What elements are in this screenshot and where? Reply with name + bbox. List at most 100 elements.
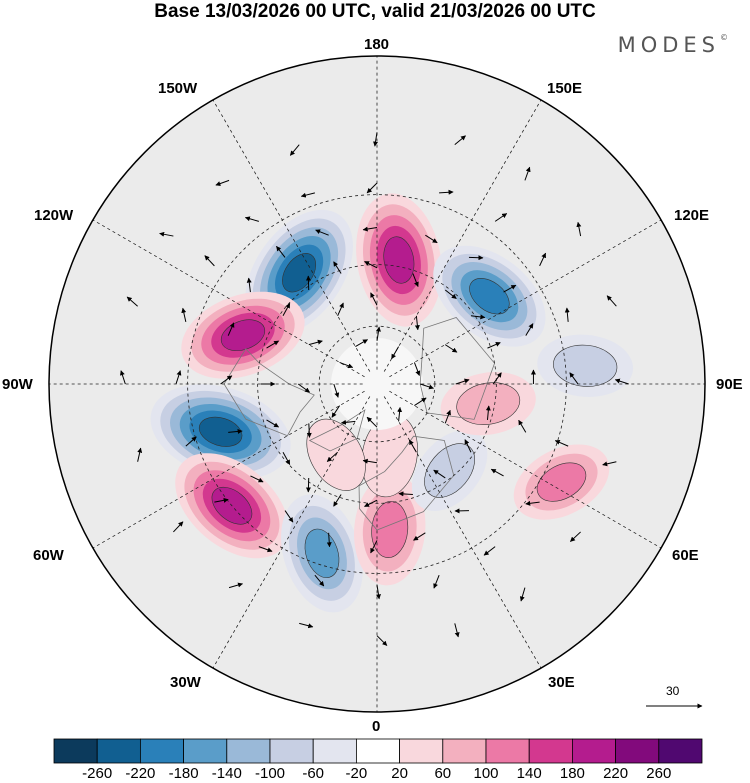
colorbar-tick-label: -20 (345, 765, 368, 782)
wind-vector (276, 245, 286, 258)
wind-vector (137, 447, 143, 462)
anomaly-center (537, 334, 634, 397)
wind-vector (519, 587, 526, 602)
wind-vector (339, 361, 354, 369)
wind-vector (314, 574, 325, 587)
wind-vector (266, 419, 280, 428)
wind-vector (300, 192, 316, 198)
wind-vector (487, 342, 501, 349)
wind-vector (204, 255, 215, 267)
wind-vector (214, 497, 229, 503)
wind-vector (576, 221, 582, 237)
wind-vector (266, 340, 280, 349)
wind-vector (364, 261, 378, 269)
lon-label-60e: 60E (672, 547, 699, 564)
colorbar-tick-label: 20 (391, 765, 408, 782)
meridian-line (383, 396, 542, 669)
colorbar-tick-label: -100 (254, 765, 286, 782)
anomaly-center (433, 245, 546, 347)
wind-vector (228, 428, 243, 434)
wind-vector (492, 372, 502, 385)
wind-vector (333, 261, 342, 274)
wind-vector (337, 302, 344, 317)
wind-vector (614, 378, 629, 385)
wind-vector (258, 546, 273, 553)
map-title: Base 13/03/2026 00 UTC, valid 21/03/2026… (154, 1, 596, 22)
colorbar-tick-label: 180 (559, 765, 585, 782)
wind-vector (376, 635, 388, 646)
wind-vector (228, 582, 243, 589)
wind-vector (397, 406, 403, 422)
wind-vector (525, 500, 540, 506)
wind-vector (355, 339, 368, 348)
brand-logo: MODES© (618, 33, 728, 57)
wind-vector (315, 229, 329, 236)
wind-vector (370, 540, 378, 554)
wind-vector (524, 166, 531, 181)
wind-vector (220, 375, 233, 385)
wind-vector (376, 326, 381, 341)
meridian-line (389, 219, 662, 378)
wind-vector (490, 468, 504, 477)
colorbar-tick-label: 140 (516, 765, 542, 782)
coastline (419, 317, 496, 420)
colorbar-tick-label: 260 (646, 765, 672, 782)
wind-vector (444, 344, 458, 353)
wind-vector (299, 622, 314, 629)
wind-vector (454, 135, 466, 146)
wind-vector (215, 179, 230, 186)
wind-vector (483, 546, 496, 556)
wind-vector (376, 584, 381, 600)
colorbar-tick-label: -260 (82, 765, 113, 782)
anomaly-center (411, 430, 488, 511)
wind-vector (470, 314, 486, 320)
wind-vector (570, 531, 581, 542)
wind-vector (444, 409, 451, 424)
wind-vector (503, 284, 517, 293)
wind-vectors (120, 132, 629, 646)
wind-vector (425, 234, 438, 244)
wind-vector (420, 383, 434, 390)
brand-mark: © (720, 33, 728, 42)
wind-vector (284, 510, 294, 523)
anomaly-center (354, 473, 426, 586)
wind-vector (306, 423, 312, 438)
lon-label-90w: 90W (2, 376, 33, 393)
wind-vector (373, 132, 378, 147)
wind-vector (175, 370, 182, 385)
meridian-line (212, 99, 371, 372)
wind-vector (326, 532, 332, 548)
wind-vector (340, 419, 356, 425)
wind-vector (362, 226, 378, 232)
meridian-line (383, 99, 542, 372)
wind-vector (282, 303, 291, 316)
colorbar-tick-label: 60 (434, 765, 452, 782)
colorbar-tick-label: -180 (168, 765, 199, 782)
lon-label-120w: 120W (34, 207, 74, 224)
lon-label-60w: 60W (33, 547, 64, 564)
coastline (223, 348, 315, 437)
wind-vector (569, 372, 579, 385)
wind-vector (366, 182, 378, 194)
wind-vector (333, 494, 342, 507)
colorbar-tick-label: -60 (302, 765, 325, 782)
wind-vector (602, 461, 617, 467)
wind-vector (414, 315, 420, 331)
graticule (49, 56, 705, 712)
colorbar-tick-label: 220 (603, 765, 629, 782)
wind-vector (308, 339, 323, 346)
anomaly-center (440, 371, 536, 436)
wind-vector (326, 451, 338, 462)
anomaly-field (150, 193, 634, 613)
reference-vector-label: 30 (666, 684, 680, 698)
wind-vector (282, 452, 291, 465)
lon-label-30w: 30W (170, 674, 201, 691)
meridian-line (212, 396, 371, 669)
wind-vector (412, 273, 419, 288)
anomaly-center (356, 193, 442, 327)
anomaly-center (513, 444, 610, 520)
wind-vector (564, 307, 570, 322)
wind-vector (126, 296, 138, 307)
wind-vector (525, 323, 534, 336)
wind-vector (455, 378, 470, 385)
